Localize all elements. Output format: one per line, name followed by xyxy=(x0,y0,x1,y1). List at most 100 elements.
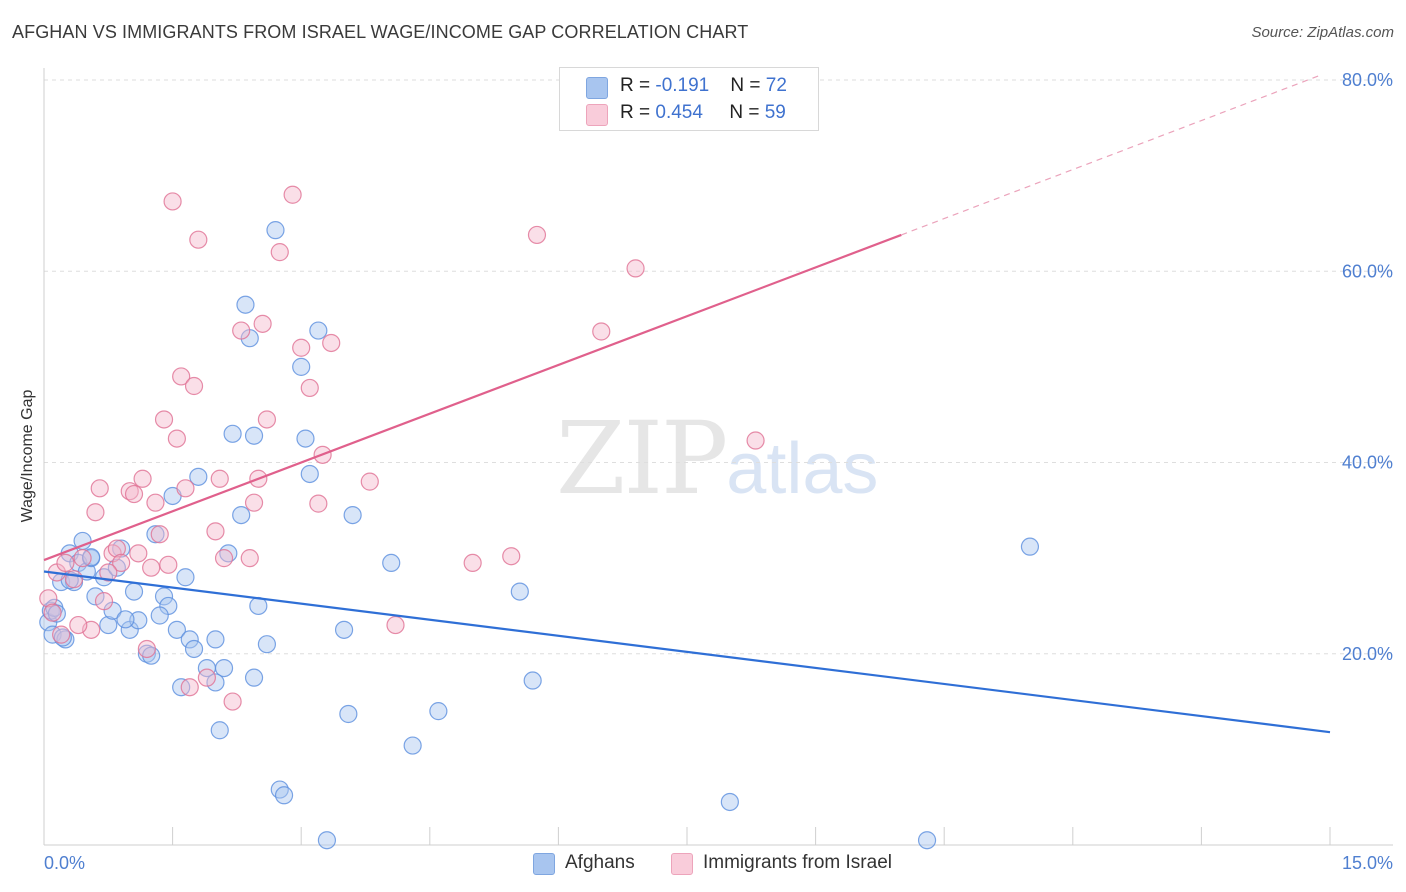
afghans-point xyxy=(382,553,401,573)
afghans-point xyxy=(334,620,354,639)
israel-point xyxy=(137,639,156,659)
afghans-point xyxy=(184,639,204,659)
israel-point xyxy=(107,539,126,558)
afghans-point xyxy=(129,611,148,630)
israel-trend-extension xyxy=(901,74,1321,236)
afghans-point xyxy=(403,736,422,755)
israel-point xyxy=(292,338,311,357)
israel-point xyxy=(176,479,195,498)
israel-point xyxy=(94,592,114,611)
afghans-point xyxy=(300,464,319,484)
afghans-point xyxy=(343,505,362,525)
israel-point xyxy=(527,225,547,245)
israel-point xyxy=(180,678,199,697)
afghans-point xyxy=(167,620,186,639)
bottom-legend-swatch-israel xyxy=(671,853,693,875)
legend-n-label: N = xyxy=(730,75,766,96)
afghans-point xyxy=(124,582,144,601)
afghans-point xyxy=(112,539,131,558)
legend-r-label: R = xyxy=(620,102,656,123)
afghans-point xyxy=(274,786,294,805)
afghans-point xyxy=(150,606,169,625)
legend-n-label: N = xyxy=(729,102,765,123)
israel-point xyxy=(167,429,186,448)
y-tick-label: 60.0% xyxy=(1342,261,1393,281)
israel-point xyxy=(172,367,191,386)
source-label: Source: ZipAtlas.com xyxy=(1251,24,1394,41)
afghans-point xyxy=(146,525,165,544)
israel-point xyxy=(69,615,88,635)
legend-r-label: R = xyxy=(620,75,656,96)
israel-point xyxy=(322,333,341,353)
bottom-legend-swatch-afghans xyxy=(533,853,555,875)
legend-n-value-israel: 59 xyxy=(764,102,786,123)
israel-point xyxy=(52,625,71,644)
afghans-point xyxy=(266,221,285,240)
israel-point xyxy=(150,525,169,544)
israel-point xyxy=(270,243,289,262)
israel-point xyxy=(283,185,302,204)
israel-point xyxy=(39,589,58,608)
israel-point xyxy=(154,410,174,429)
israel-point xyxy=(86,503,105,522)
watermark: ZIPatlas xyxy=(556,400,878,517)
israel-point xyxy=(159,555,178,574)
legend-r-value-afghans: -0.191 xyxy=(655,75,710,96)
afghans-point xyxy=(236,295,255,314)
israel-point xyxy=(253,314,272,333)
afghans-point xyxy=(257,635,277,654)
afghans-point xyxy=(176,568,195,587)
israel-point xyxy=(223,692,242,711)
legend-swatch-afghans xyxy=(586,77,608,99)
afghans-point xyxy=(292,357,311,376)
israel-point xyxy=(232,321,251,340)
afghans-point xyxy=(317,831,337,850)
afghans-point xyxy=(154,587,174,606)
israel-point xyxy=(146,493,165,512)
afghans-point xyxy=(189,467,208,486)
afghans-trend-line xyxy=(43,570,1331,734)
afghans-point xyxy=(720,792,739,812)
watermark-zip: ZIP xyxy=(556,400,728,517)
israel-point xyxy=(360,472,379,491)
israel-point xyxy=(206,522,225,541)
israel-point xyxy=(210,469,229,488)
israel-point xyxy=(56,553,75,573)
israel-trend-line xyxy=(43,233,902,562)
israel-point xyxy=(463,553,482,573)
israel-point xyxy=(112,553,131,573)
afghans-point xyxy=(1020,537,1040,556)
afghans-point xyxy=(206,630,225,649)
afghans-point xyxy=(223,424,242,443)
israel-point xyxy=(133,469,152,488)
israel-point xyxy=(99,563,118,582)
israel-point xyxy=(502,547,521,566)
israel-point xyxy=(244,493,264,512)
afghans-point xyxy=(86,587,105,606)
afghans-point xyxy=(232,505,251,525)
legend-swatch-israel xyxy=(586,104,608,126)
afghans-point xyxy=(53,628,72,647)
afghans-point xyxy=(429,702,448,721)
israel-point xyxy=(300,378,319,398)
y-tick-label: 40.0% xyxy=(1342,453,1393,473)
afghans-point xyxy=(99,615,118,635)
israel-point xyxy=(124,484,144,504)
watermark-atlas: atlas xyxy=(726,429,879,509)
israel-point xyxy=(626,259,645,278)
israel-point xyxy=(257,410,277,429)
israel-point xyxy=(214,549,234,568)
correlation-legend: R = -0.191 N = 72 R = 0.454 N = 59 xyxy=(559,67,819,131)
afghans-point xyxy=(917,831,937,850)
israel-point xyxy=(240,549,259,568)
afghans-point xyxy=(210,721,229,740)
israel-point xyxy=(184,376,204,396)
israel-point xyxy=(189,230,208,249)
x-tick-label: 0.0% xyxy=(44,853,85,873)
afghans-point xyxy=(180,630,199,649)
afghans-point xyxy=(510,582,529,601)
bottom-legend-label-afghans: Afghans xyxy=(565,852,635,873)
israel-point xyxy=(746,431,765,450)
israel-point xyxy=(90,479,109,498)
